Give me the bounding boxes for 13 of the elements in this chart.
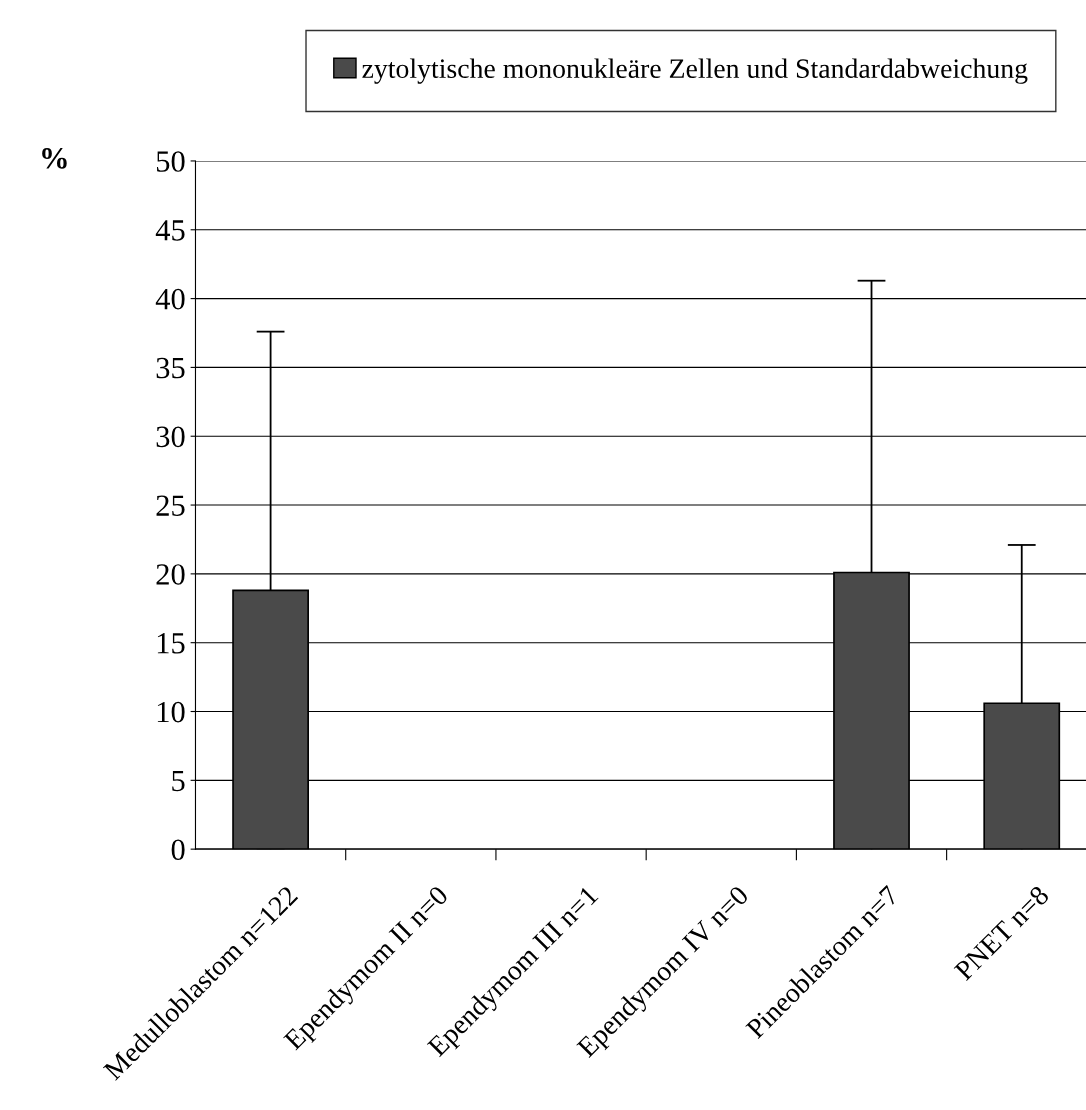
y-tick-label: 50 xyxy=(156,151,185,172)
y-tick-label: 25 xyxy=(156,495,185,516)
y-tick-label: 45 xyxy=(155,220,185,241)
y-tick-label: 20 xyxy=(156,564,185,585)
y-axis-title: % xyxy=(42,147,67,169)
y-tick-label: 40 xyxy=(155,288,185,310)
y-tick-label: 15 xyxy=(157,633,185,654)
y-tick-label: 35 xyxy=(156,357,185,379)
legend-label: zytolytische mononukleäre Zellen und Standardabweichung xyxy=(362,58,1028,84)
y-tick-label: 30 xyxy=(156,426,185,448)
y-tick-label: 5 xyxy=(172,770,185,792)
y-tick-label: 10 xyxy=(157,701,185,723)
y-tick-label: 0 xyxy=(171,839,185,861)
